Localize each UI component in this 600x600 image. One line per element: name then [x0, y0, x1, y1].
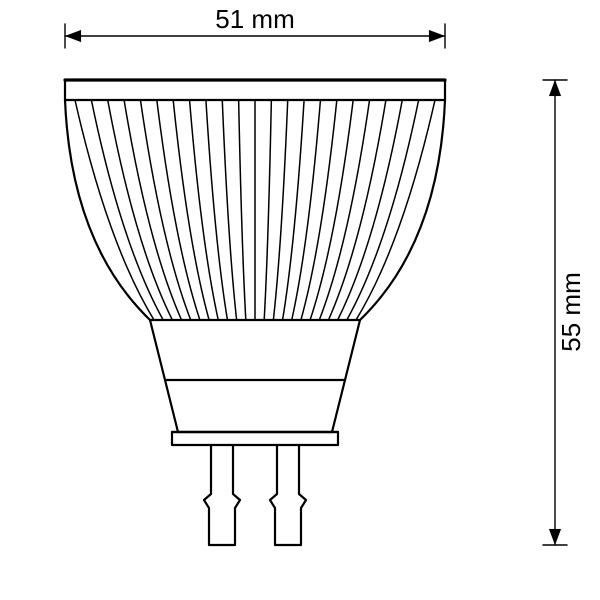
- width-dimension-label: 51 mm: [215, 4, 294, 34]
- height-dimension-label: 55 mm: [556, 272, 586, 351]
- dimension-drawing: 51 mm 55 mm: [0, 0, 600, 600]
